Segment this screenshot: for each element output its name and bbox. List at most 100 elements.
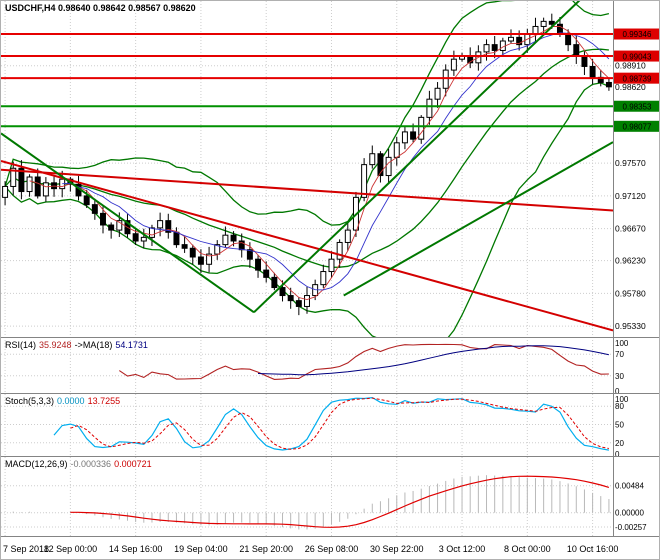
- macd-axis-label: -0.00257: [615, 523, 647, 532]
- candle-down: [246, 249, 253, 260]
- candle-up: [320, 271, 327, 286]
- candle-down: [548, 20, 555, 25]
- candle-up: [157, 220, 164, 229]
- candle-up: [361, 164, 368, 198]
- candle-up: [442, 69, 449, 89]
- price-label-box: [614, 72, 659, 84]
- price-axis-label: 0.98910: [615, 61, 646, 71]
- macd-panel[interactable]: [1, 475, 613, 530]
- candle-down: [581, 55, 588, 67]
- candle-up: [426, 98, 433, 118]
- price-axis-label: 0.99043: [623, 52, 652, 61]
- grid-layer: [1, 1, 613, 536]
- price-axis-label: 0.98739: [623, 74, 652, 83]
- candle-up: [401, 131, 408, 144]
- stochastic-axis-label: 50: [615, 421, 624, 430]
- candle-up: [369, 153, 376, 166]
- time-axis-label: 12 Sep 00:00: [44, 544, 98, 554]
- candle-down: [271, 276, 278, 289]
- candle-down: [165, 220, 172, 233]
- macd-axis-label: 0.00484: [615, 482, 644, 491]
- time-axis-label: 19 Sep 04:00: [174, 544, 228, 554]
- triangle-upper-edge: [1, 132, 255, 314]
- candle-down: [516, 36, 523, 46]
- candle-down: [91, 204, 98, 214]
- candle-down: [295, 300, 302, 307]
- candle-up: [499, 40, 506, 51]
- candle-up: [450, 58, 457, 71]
- candle-down: [83, 195, 90, 206]
- main-chart-panel[interactable]: [1, 1, 613, 353]
- candle-up: [344, 229, 351, 243]
- candle-down: [556, 23, 563, 35]
- price-axis-label: 0.96670: [615, 224, 646, 234]
- candle-up: [418, 116, 425, 140]
- candle-down: [230, 234, 237, 242]
- rsi-ma-line: [257, 345, 610, 376]
- time-axis-label: 14 Sep 16:00: [109, 544, 163, 554]
- candle-up: [540, 20, 547, 27]
- candle-up: [532, 25, 539, 35]
- candle-down: [279, 287, 286, 297]
- price-label-box: [614, 120, 659, 132]
- candle-down: [132, 233, 139, 242]
- candle-up: [42, 182, 49, 197]
- candle-down: [197, 256, 204, 265]
- candle-up: [206, 253, 213, 265]
- stochastic-axis-label: 20: [615, 439, 624, 448]
- rsi-line: [118, 343, 609, 380]
- rsi-panel[interactable]: [1, 343, 613, 380]
- candle-up: [304, 295, 310, 307]
- candle-up: [222, 234, 229, 246]
- candle-up: [26, 176, 33, 193]
- fast-ma-line: [29, 26, 610, 300]
- price-axis-label: 0.98353: [623, 102, 652, 111]
- stochastic-axis-label: 0: [615, 450, 620, 459]
- descending-trendline-steep: [1, 160, 613, 332]
- candle-up: [434, 87, 441, 100]
- stochastic-panel[interactable]: [1, 396, 613, 451]
- candle-down: [34, 176, 41, 197]
- candle-up: [393, 142, 400, 158]
- macd-axis-label: 0.00000: [615, 509, 644, 518]
- candle-down: [565, 33, 572, 46]
- rsi-axis-label: 0: [615, 387, 620, 396]
- candle-down: [377, 153, 384, 177]
- rsi-axis-label: 100: [615, 339, 629, 348]
- candle-down: [108, 224, 115, 231]
- time-axis-label: 30 Sep 22:00: [370, 544, 424, 554]
- candle-up: [2, 185, 9, 198]
- candle-down: [573, 44, 580, 57]
- candle-down: [189, 247, 196, 258]
- time-axis-label: 10 Oct 16:00: [567, 544, 619, 554]
- candle-up: [336, 241, 343, 260]
- time-axis-label: 7 Sep 2018: [3, 544, 49, 554]
- candle-up: [385, 156, 392, 177]
- candle-down: [18, 167, 25, 193]
- candle-down: [287, 295, 294, 302]
- bollinger-upper-band: [4, 1, 610, 226]
- stochastic-k-line: [53, 396, 610, 451]
- descending-trendline-shallow: [1, 168, 613, 212]
- price-axis-label: 0.97120: [615, 191, 646, 201]
- ascending-support-line: [253, 1, 581, 313]
- price-axis-label: 0.97570: [615, 158, 646, 168]
- price-label-box: [614, 100, 659, 112]
- candle-up: [214, 244, 221, 255]
- candle-up: [10, 167, 17, 187]
- price-label-box: [614, 50, 659, 62]
- time-axis-label: 8 Oct 00:00: [504, 544, 551, 554]
- candle-down: [173, 231, 180, 246]
- ascending-channel-lower: [343, 141, 613, 297]
- bollinger-middle-band: [4, 48, 609, 268]
- candle-up: [483, 44, 490, 53]
- price-axis-label: 0.98620: [615, 82, 646, 92]
- stochastic-d-line: [70, 397, 609, 450]
- price-axis-label: 0.96230: [615, 256, 646, 266]
- candle-down: [605, 81, 612, 88]
- candle-up: [328, 258, 335, 273]
